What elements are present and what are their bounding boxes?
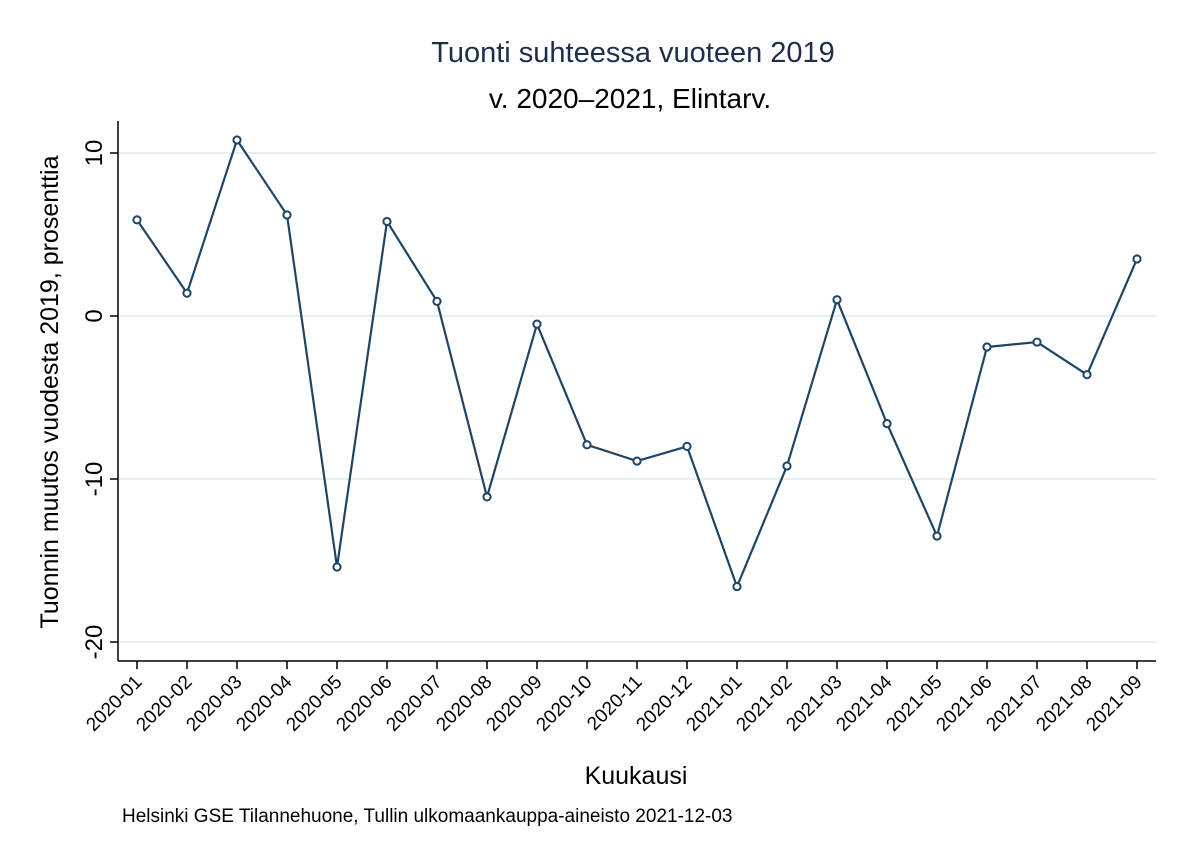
chart-subtitle: v. 2020–2021, Elintarv. xyxy=(489,83,771,114)
data-point xyxy=(1082,370,1092,380)
y-axis-label: Tuonnin muutos vuodesta 2019, prosenttia xyxy=(36,155,64,628)
data-point xyxy=(1032,337,1042,347)
data-point xyxy=(382,216,392,227)
data-point xyxy=(782,461,792,471)
data-point xyxy=(632,456,642,466)
data-point xyxy=(232,135,242,145)
data-point xyxy=(982,342,992,352)
data-point xyxy=(332,562,342,572)
data-point xyxy=(582,440,592,450)
y-axis-ticks: -20 -10 0 10 xyxy=(81,140,118,660)
data-point xyxy=(832,295,842,305)
y-tick-label: 10 xyxy=(81,140,108,167)
data-point xyxy=(532,319,542,329)
gridlines xyxy=(119,152,1156,643)
y-tick-label: 0 xyxy=(81,309,108,322)
data-point xyxy=(732,581,742,592)
data-point xyxy=(282,210,292,220)
data-point xyxy=(432,296,442,306)
y-tick-label: -10 xyxy=(81,462,108,497)
data-point xyxy=(882,418,892,429)
data-point xyxy=(182,288,192,298)
y-tick-label: -20 xyxy=(81,625,108,660)
data-point xyxy=(132,215,142,225)
chart-title: Tuonti suhteessa vuoteen 2019 xyxy=(431,37,835,69)
source-note: Helsinki GSE Tilannehuone, Tullin ulkoma… xyxy=(122,806,733,827)
data-point xyxy=(932,531,942,541)
data-points xyxy=(132,135,1142,592)
x-axis-label: Kuukausi xyxy=(585,762,688,790)
data-point xyxy=(682,441,692,451)
data-point xyxy=(1132,254,1142,264)
data-point xyxy=(482,492,492,502)
